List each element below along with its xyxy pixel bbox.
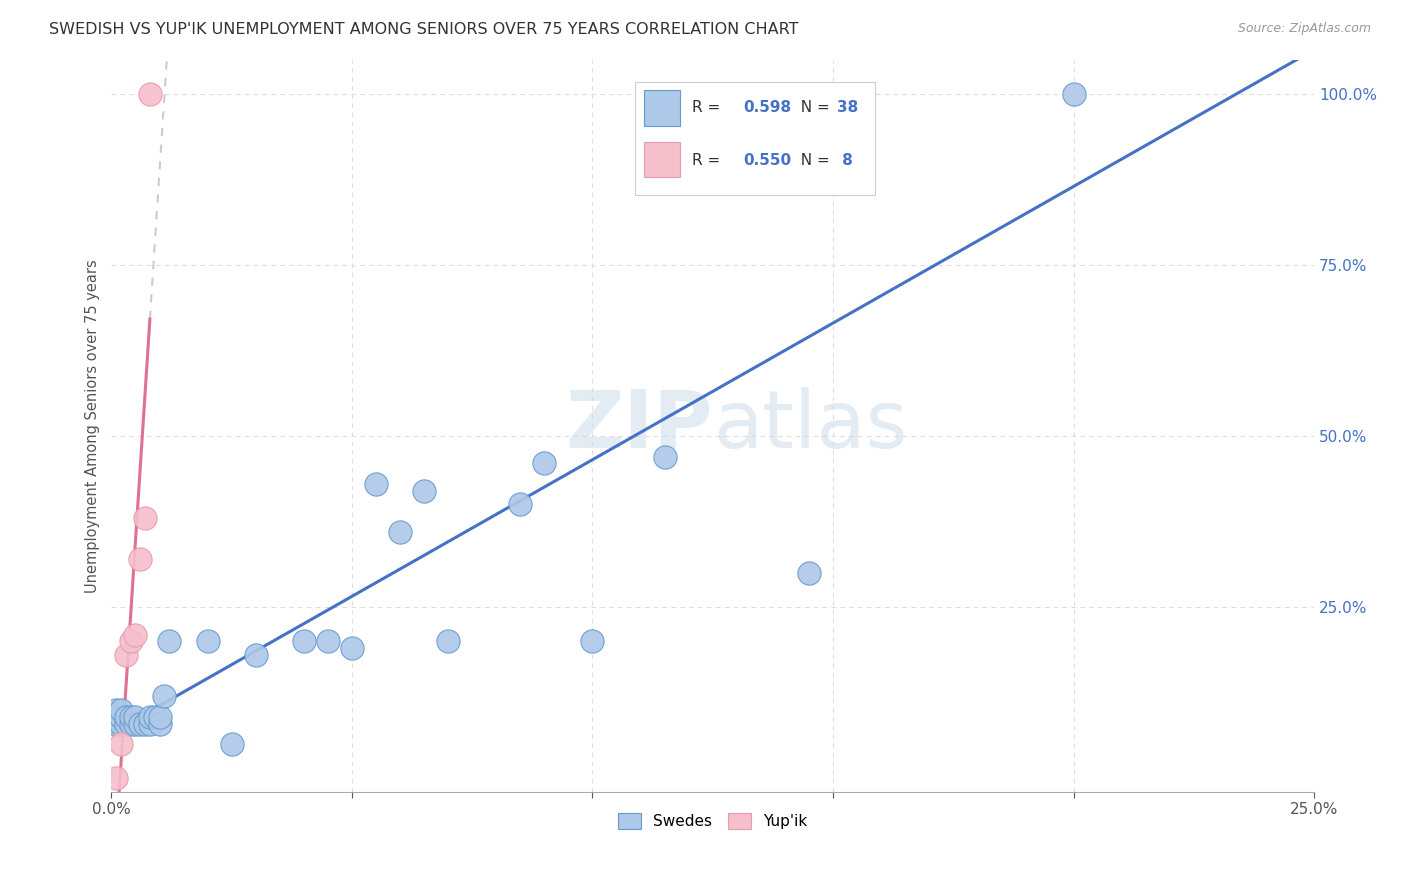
Point: [120, 716, 142, 731]
Text: R =: R =: [692, 153, 725, 169]
Point: [292, 634, 315, 648]
Point: [115, 716, 138, 731]
Point: [120, 709, 142, 723]
Text: N =: N =: [792, 153, 835, 169]
Point: [340, 641, 363, 656]
Point: [157, 634, 180, 648]
Point: [134, 716, 156, 731]
FancyBboxPatch shape: [644, 90, 681, 126]
Point: [124, 716, 146, 731]
Point: [437, 634, 460, 648]
FancyBboxPatch shape: [644, 142, 681, 177]
Point: [316, 634, 339, 648]
Point: [413, 483, 436, 498]
Text: atlas: atlas: [713, 387, 907, 465]
Text: 0.598: 0.598: [742, 100, 792, 115]
Point: [797, 566, 820, 580]
Point: [124, 627, 146, 641]
Point: [678, 87, 700, 101]
Y-axis label: Unemployment Among Seniors over 75 years: Unemployment Among Seniors over 75 years: [86, 259, 100, 592]
Point: [110, 709, 132, 723]
Point: [129, 716, 152, 731]
Point: [148, 709, 170, 723]
Legend: Swedes, Yup'ik: Swedes, Yup'ik: [612, 807, 813, 836]
Point: [389, 524, 412, 539]
Point: [221, 737, 243, 751]
Point: [115, 648, 138, 662]
Text: 0.550: 0.550: [742, 153, 792, 169]
Point: [110, 737, 132, 751]
Point: [129, 552, 152, 566]
Point: [120, 634, 142, 648]
Point: [148, 716, 170, 731]
Point: [197, 634, 219, 648]
Text: ZIP: ZIP: [565, 387, 713, 465]
Text: Source: ZipAtlas.com: Source: ZipAtlas.com: [1237, 22, 1371, 36]
Point: [134, 511, 156, 525]
Point: [110, 703, 132, 717]
Point: [153, 689, 176, 703]
Point: [115, 709, 138, 723]
Point: [105, 716, 128, 731]
Point: [654, 450, 676, 464]
Point: [533, 457, 555, 471]
Point: [139, 87, 162, 101]
Point: [509, 498, 531, 512]
Point: [139, 716, 162, 731]
Point: [105, 772, 128, 786]
Point: [110, 716, 132, 731]
Point: [105, 709, 128, 723]
Point: [139, 709, 162, 723]
Point: [1063, 87, 1085, 101]
Text: 8: 8: [837, 153, 852, 169]
Text: R =: R =: [692, 100, 725, 115]
Point: [245, 648, 267, 662]
Text: 38: 38: [837, 100, 858, 115]
Point: [124, 709, 146, 723]
Text: N =: N =: [792, 100, 835, 115]
Point: [105, 703, 128, 717]
Point: [143, 709, 166, 723]
FancyBboxPatch shape: [634, 81, 875, 195]
Point: [581, 634, 603, 648]
Text: SWEDISH VS YUP'IK UNEMPLOYMENT AMONG SENIORS OVER 75 YEARS CORRELATION CHART: SWEDISH VS YUP'IK UNEMPLOYMENT AMONG SEN…: [49, 22, 799, 37]
Point: [364, 477, 387, 491]
